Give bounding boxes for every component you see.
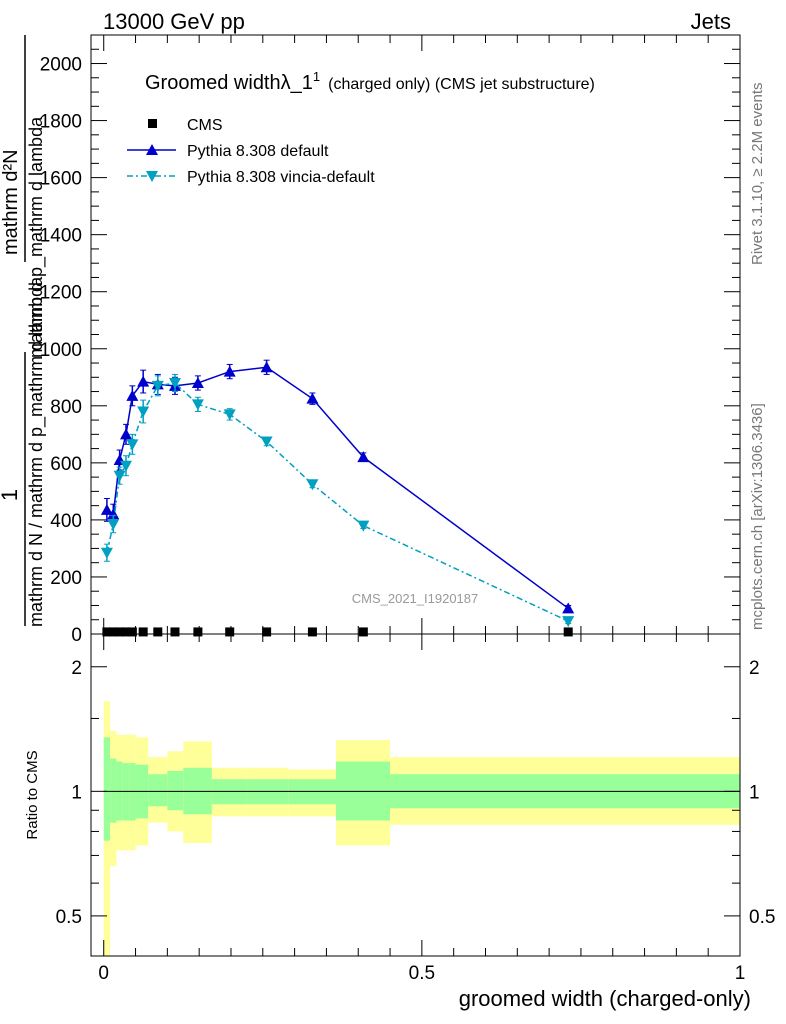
y-tick-label: 600 xyxy=(50,454,82,475)
data-point-default xyxy=(137,375,150,387)
x-tick-label: 1 xyxy=(735,963,746,984)
data-point-default xyxy=(107,508,120,520)
data-point-vincia xyxy=(223,409,236,421)
series-line-2 xyxy=(106,382,569,622)
ratio-panel: 0.5 0.5 1 1 2 2 0 0.5 1 xyxy=(56,633,775,984)
ratio-y-tick-label-right: 0.5 xyxy=(749,907,775,928)
data-point-default xyxy=(126,389,139,401)
data-point-default xyxy=(119,428,132,440)
data-point-default xyxy=(260,361,273,373)
data-point-cms xyxy=(102,627,112,637)
y-tick-label: 200 xyxy=(50,568,82,589)
data-point-vincia xyxy=(126,439,139,451)
inner-band-bin xyxy=(103,737,111,841)
y-tick-label: 1800 xyxy=(40,112,82,133)
ratio-bands xyxy=(103,701,740,956)
ratio-y-tick-label-right: 2 xyxy=(749,658,760,679)
data-point-cms xyxy=(115,627,125,637)
y-label-top-denominator: mathrm d p_mathrm d lambda xyxy=(26,116,47,358)
data-point-vincia xyxy=(260,436,273,448)
data-point-cms xyxy=(262,627,272,637)
data-point-vincia xyxy=(100,547,113,559)
watermark: CMS_2021_I1920187 xyxy=(352,591,479,606)
legend-label-default: Pythia 8.308 default xyxy=(187,143,329,160)
data-point-vincia xyxy=(562,616,575,628)
data-point-cms xyxy=(108,627,118,637)
x-tick-label: 0 xyxy=(98,963,109,984)
y-tick-label: 1600 xyxy=(40,169,82,190)
series-line-1 xyxy=(106,366,569,609)
ratio-y-tick-label: 2 xyxy=(71,658,82,679)
header-energy: 13000 GeV pp xyxy=(103,9,245,34)
legend-label-cms: CMS xyxy=(187,117,223,134)
y-tick-label: 800 xyxy=(50,397,82,418)
data-point-cms xyxy=(121,627,131,637)
y-tick-label: 400 xyxy=(50,511,82,532)
data-point-vincia xyxy=(357,520,370,532)
data-point-vincia xyxy=(113,470,126,482)
data-point-default xyxy=(100,503,113,515)
legend-marker-vincia xyxy=(146,171,158,182)
y-label-one: 1 xyxy=(0,489,22,501)
rivet-label: Rivet 3.1.10, ≥ 2.2M events xyxy=(749,83,766,266)
inner-band-bin xyxy=(110,758,117,823)
x-axis-label: groomed width (charged-only) xyxy=(459,986,751,1011)
data-point-default xyxy=(223,365,236,377)
legend-label-vincia: Pythia 8.308 vincia-default xyxy=(187,169,375,186)
data-point-cms xyxy=(153,627,163,637)
y-tick-label: 1000 xyxy=(40,340,82,361)
inner-band-bin xyxy=(148,774,168,807)
data-point-vincia xyxy=(151,380,164,392)
data-point-cms xyxy=(193,627,203,637)
main-y-label: 1 mathrm d N / mathrm d p_mathrm d lambd… xyxy=(0,35,47,627)
data-point-default xyxy=(562,602,575,614)
y-tick-label: 0 xyxy=(71,625,82,646)
header-process: Jets xyxy=(691,9,731,34)
data-point-cms xyxy=(563,627,573,637)
legend-marker-default xyxy=(146,144,158,155)
ratio-y-label: Ratio to CMS xyxy=(24,750,41,839)
data-point-vincia xyxy=(306,479,319,491)
data-point-cms xyxy=(307,627,317,637)
legend: CMS Pythia 8.308 default Pythia 8.308 vi… xyxy=(127,117,375,186)
ratio-ticks: 0.5 0.5 1 1 2 2 0 0.5 1 xyxy=(56,634,775,984)
legend-marker-cms xyxy=(148,119,157,128)
chart-title-rest: (charged only) (CMS jet substructure) xyxy=(328,76,595,93)
main-y-ticks: 0 200 400 600 800 1000 1200 1400 1600 1800 2000 xyxy=(40,34,741,646)
data-point-cms xyxy=(225,627,235,637)
ratio-y-tick-label-right: 1 xyxy=(749,782,760,803)
ratio-y-tick-label: 0.5 xyxy=(56,907,82,928)
data-point-vincia xyxy=(119,460,132,472)
chart-title: Groomed widthλ_11 (charged only) (CMS jet… xyxy=(145,69,595,94)
data-point-cms xyxy=(127,627,137,637)
ratio-y-tick-label: 1 xyxy=(71,782,82,803)
inner-band-bin xyxy=(167,770,184,811)
data-point-vincia xyxy=(191,399,204,411)
data-point-cms xyxy=(138,627,148,637)
data-point-default xyxy=(306,392,319,404)
data-point-vincia xyxy=(107,519,120,531)
ratio-frame xyxy=(90,633,741,957)
y-tick-label: 2000 xyxy=(40,55,82,76)
x-tick-label: 0.5 xyxy=(409,963,435,984)
data-point-default xyxy=(191,376,204,388)
chart-title-main: Groomed widthλ_1 xyxy=(145,72,313,94)
data-point-default xyxy=(357,451,370,463)
mcplots-label: mcplots.cern.ch [arXiv:1306.3436] xyxy=(749,403,766,630)
main-panel: 0 200 400 600 800 1000 1200 1400 1600 1800 2000 CM… xyxy=(40,34,741,646)
y-label-top: mathrm d²N xyxy=(0,149,22,255)
chart-title-sup: 1 xyxy=(313,69,320,84)
y-tick-label: 1400 xyxy=(40,226,82,247)
main-data-layer xyxy=(100,359,575,637)
data-point-cms xyxy=(170,627,180,637)
data-point-cms xyxy=(358,627,368,637)
y-tick-label: 1200 xyxy=(40,283,82,304)
data-point-vincia xyxy=(137,406,150,418)
data-point-vincia xyxy=(168,377,181,389)
y-label-bottom: mathrm d N / mathrm d p_mathrm d lambda xyxy=(26,276,47,627)
